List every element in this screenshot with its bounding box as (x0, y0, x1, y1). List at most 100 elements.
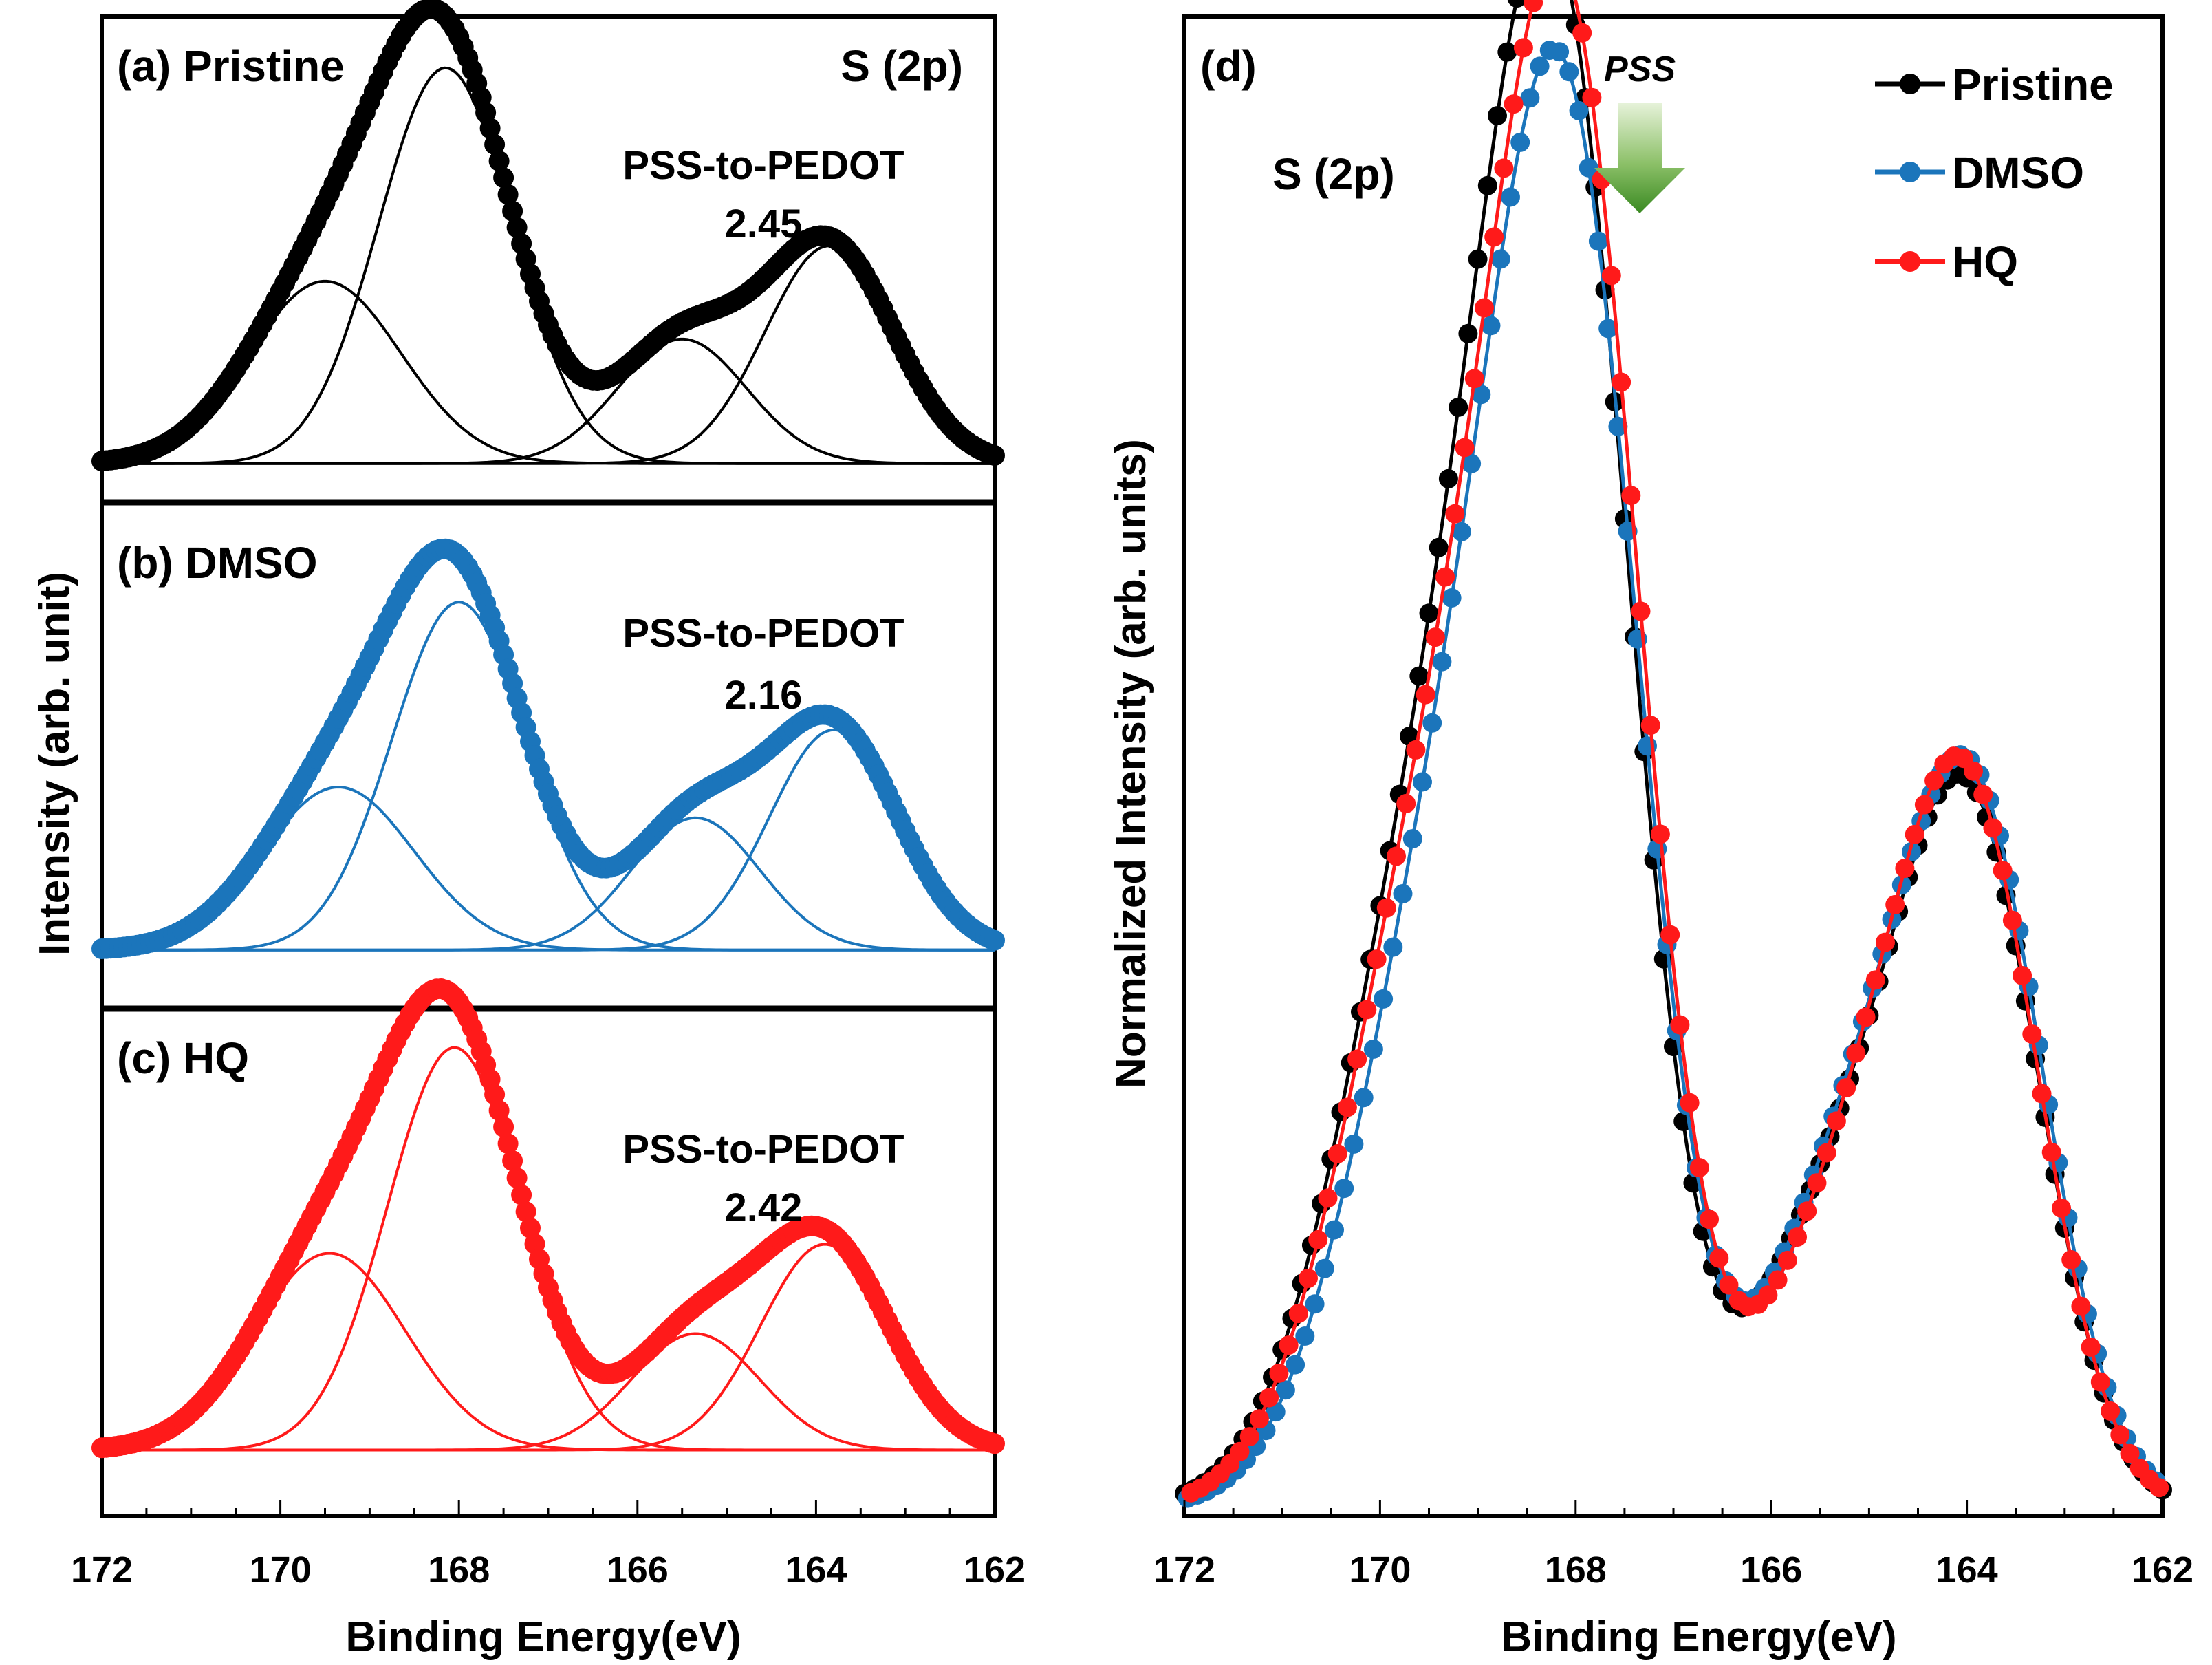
left-x-tick-168: 168 (428, 1549, 490, 1591)
data-point-hq (1230, 1441, 1250, 1461)
data-point-a (497, 184, 519, 205)
right-x-tick-162: 162 (2132, 1549, 2193, 1591)
panel-a-label: (a) Pristine (117, 41, 345, 91)
data-point-hq (2149, 1478, 2169, 1498)
data-point-a (502, 200, 523, 222)
panel-a-ratio-title: PSS-to-PEDOT (622, 143, 904, 188)
data-point-hq (1288, 1304, 1308, 1324)
panel-a-corner-label: S (2p) (841, 41, 963, 91)
data-point-dmso (1520, 88, 1540, 108)
panel-a-ratio-value: 2.45 (725, 202, 803, 246)
legend: Pristine DMSO HQ (1875, 60, 2114, 287)
panel-d-plot (1175, 0, 2172, 1508)
right-x-tick-166: 166 (1740, 1549, 1802, 1591)
data-point-dmso (1344, 1134, 1364, 1154)
data-point-c (984, 1433, 1005, 1454)
data-point-hq (1376, 898, 1396, 918)
data-point-dmso (1334, 1179, 1354, 1199)
data-point-hq (1416, 685, 1435, 705)
data-point-dmso (1451, 522, 1471, 541)
data-point-hq (1660, 925, 1680, 945)
data-point-hq (1259, 1388, 1279, 1408)
data-point-hq (1640, 716, 1660, 735)
right-x-tick-164: 164 (1936, 1549, 1998, 1591)
data-point-dmso (1295, 1326, 1315, 1346)
left-x-ticks (100, 1500, 996, 1516)
data-point-hq (1670, 1015, 1690, 1035)
legend-marker-hq (1900, 251, 1920, 272)
data-point-hq (2061, 1250, 2081, 1269)
panel-d-inner-label: S (2p) (1272, 149, 1395, 199)
data-point-dmso (1286, 1355, 1305, 1375)
data-point-hq (2090, 1372, 2110, 1392)
data-point-c (484, 1084, 506, 1105)
data-point-c (502, 1150, 523, 1172)
data-point-dmso (1354, 1088, 1374, 1108)
left-x-axis-title: Binding Energy(eV) (345, 1613, 741, 1661)
data-point-hq (1308, 1229, 1328, 1249)
data-point-dmso (1314, 1258, 1334, 1278)
data-point-hq (1396, 794, 1416, 813)
data-point-c (511, 1184, 532, 1205)
data-point-hq (1797, 1201, 1817, 1221)
left-x-tick-162: 162 (964, 1549, 1026, 1591)
series-markers-hq (1181, 0, 2169, 1503)
data-point-hq (2052, 1198, 2071, 1218)
left-x-tick-164: 164 (785, 1549, 847, 1591)
data-point-hq (1836, 1078, 1856, 1098)
panel-c-ratio-value: 2.42 (725, 1185, 803, 1230)
data-point-hq (1846, 1043, 1866, 1063)
data-point-hq (1239, 1427, 1259, 1447)
right-x-tick-168: 168 (1545, 1549, 1607, 1591)
panel-d-label: (d) (1200, 41, 1257, 91)
data-point-dmso (1374, 989, 1394, 1009)
left-x-tick-172: 172 (71, 1549, 133, 1591)
data-point-hq (1318, 1188, 1338, 1208)
data-point-dmso (1579, 158, 1598, 178)
data-point-dmso (1588, 231, 1608, 251)
data-point-hq (2032, 1084, 2052, 1104)
data-point-hq (1475, 298, 1494, 318)
data-point-hq (1621, 486, 1641, 506)
left-x-tick-166: 166 (607, 1549, 669, 1591)
data-point-hq (1445, 504, 1465, 524)
data-point-hq (1758, 1285, 1778, 1305)
envelope-markers-b (91, 538, 1005, 959)
pss-marker-label: PSS (1604, 50, 1676, 89)
data-point-hq (1337, 1097, 1357, 1117)
data-point-pristine (1488, 106, 1507, 126)
legend-label-hq: HQ (1952, 237, 2018, 287)
data-point-hq (1357, 1000, 1377, 1020)
data-point-hq (1387, 846, 1406, 866)
legend-marker-pristine (1900, 74, 1920, 94)
data-point-dmso (1305, 1294, 1325, 1314)
data-point-c (506, 1168, 528, 1188)
data-point-c (497, 1133, 519, 1154)
data-point-hq (2110, 1425, 2130, 1445)
data-point-hq (1299, 1268, 1318, 1288)
data-point-a (984, 445, 1005, 466)
data-point-hq (1406, 740, 1426, 760)
left-y-axis-title: Intensity (arb. unit) (31, 572, 78, 956)
data-point-hq (1347, 1049, 1367, 1069)
data-point-hq (1650, 824, 1670, 844)
data-point-dmso (1481, 316, 1501, 336)
data-point-hq (1524, 0, 1543, 12)
data-point-hq (1905, 824, 1924, 844)
data-point-hq (1993, 861, 2013, 881)
right-x-tick-172: 172 (1153, 1549, 1215, 1591)
data-point-hq (1817, 1143, 1836, 1163)
data-point-hq (1700, 1210, 1719, 1229)
data-point-hq (1327, 1144, 1347, 1163)
panel-b-plot (91, 538, 1005, 959)
data-point-pristine (1429, 537, 1449, 557)
right-x-ticks (1183, 1500, 2164, 1516)
data-point-hq (1964, 761, 1983, 781)
data-point-hq (1249, 1409, 1269, 1429)
data-point-c (488, 1100, 510, 1121)
data-point-pristine (1449, 397, 1468, 417)
data-point-dmso (1501, 187, 1520, 207)
data-point-hq (1513, 38, 1533, 58)
data-point-hq (1885, 895, 1905, 914)
